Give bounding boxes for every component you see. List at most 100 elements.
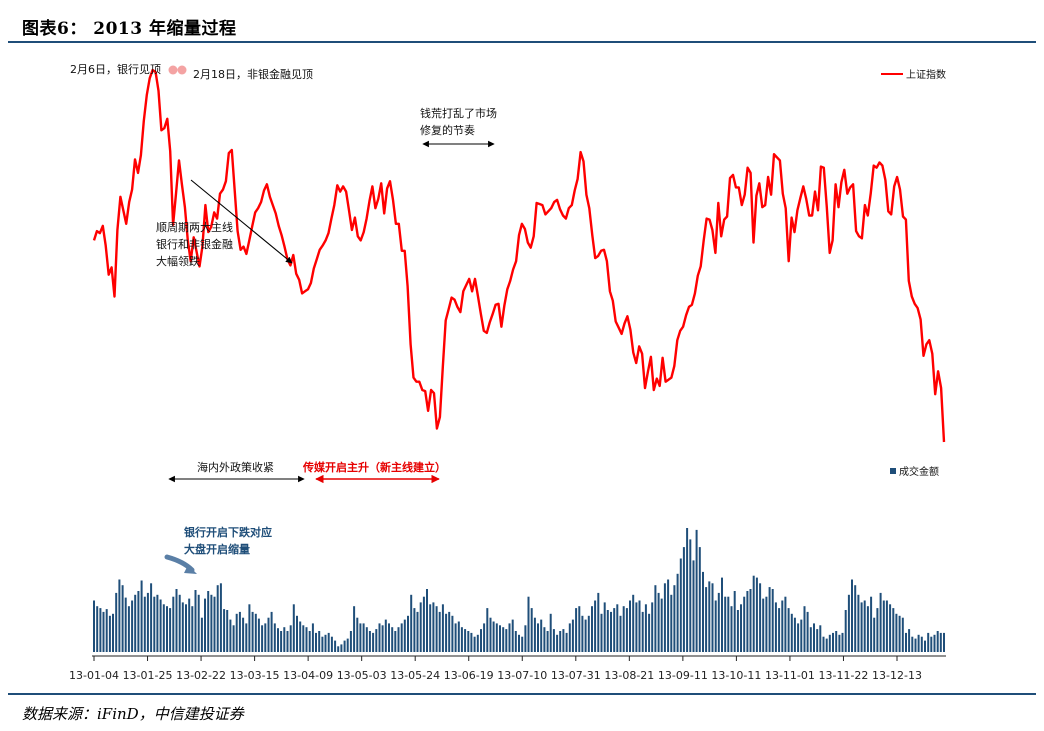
volume-bar — [771, 589, 774, 652]
volume-bar — [464, 629, 467, 652]
volume-bar — [667, 579, 670, 652]
volume-bar — [806, 611, 809, 652]
source-note: 数据来源：iFinD，中信建投证券 — [22, 705, 244, 723]
volume-bar — [115, 592, 118, 652]
volume-bar — [280, 631, 283, 652]
volume-bar — [670, 594, 673, 652]
volume-bar — [578, 606, 581, 652]
volume-bar — [178, 594, 181, 652]
volume-bar — [632, 594, 635, 652]
volume-bar — [407, 615, 409, 652]
decline-arrow — [190, 179, 293, 264]
volume-bar — [644, 604, 647, 652]
volume-bar — [200, 617, 203, 652]
volume-bar — [511, 619, 514, 652]
volume-bar — [499, 625, 501, 652]
volume-bar — [692, 560, 695, 652]
volume-bar — [828, 634, 831, 652]
volume-bar — [708, 581, 711, 652]
volume-bar — [686, 528, 689, 652]
volume-bar — [181, 602, 184, 652]
volume-bar — [353, 606, 356, 652]
x-tick-label: 13-06-19 — [444, 669, 494, 682]
volume-bar — [917, 634, 920, 652]
x-tick-label: 13-01-25 — [123, 669, 173, 682]
volume-bar — [270, 611, 273, 652]
volume-bar — [927, 632, 930, 652]
volume-bar — [911, 636, 914, 652]
volume-bar — [365, 627, 368, 652]
volume-bar — [714, 600, 717, 652]
volume-bar — [166, 606, 168, 652]
volume-bar — [219, 583, 222, 652]
volume-bar — [914, 638, 917, 652]
annotation-feb18: 2月18日，非银金融见顶 — [193, 67, 313, 81]
x-tick-label: 13-01-04 — [69, 669, 119, 682]
volume-bar — [235, 613, 238, 652]
volume-bar — [562, 629, 565, 652]
volume-bar — [346, 638, 349, 652]
volume-bar — [568, 623, 571, 652]
price-legend-label: 上证指数 — [906, 68, 946, 81]
volume-bar — [343, 640, 346, 652]
volume-bar — [327, 632, 330, 652]
volume-bar — [207, 591, 210, 652]
volume-bar — [124, 597, 127, 652]
volume-bar — [765, 596, 768, 652]
volume-bar — [127, 606, 130, 652]
price-panel — [70, 56, 972, 449]
volume-legend-swatch — [890, 468, 896, 474]
volume-bar — [505, 629, 508, 652]
volume-note-line2: 大盘开启缩量 — [184, 542, 250, 556]
x-tick-label: 13-11-22 — [818, 669, 868, 682]
volume-bar — [467, 631, 470, 652]
annotation-decline-line1: 顺周期两大主线 — [156, 220, 233, 234]
volume-bar — [768, 587, 771, 652]
volume-bar — [486, 608, 489, 652]
volume-bar — [156, 594, 159, 652]
volume-bar — [419, 602, 422, 652]
volume-bar — [866, 606, 869, 652]
volume-bar — [660, 598, 663, 652]
volume-bar — [451, 615, 454, 652]
volume-bar — [816, 629, 819, 652]
volume-bar — [473, 636, 476, 652]
volume-bar — [375, 629, 378, 652]
volume-bar — [334, 640, 337, 652]
volume-bar — [860, 602, 863, 652]
annotation-cash-crunch-line2: 修复的节奏 — [420, 123, 475, 137]
phase-media-label: 传媒开启主升（新主线建立） — [302, 460, 446, 474]
volume-note-arrowhead — [184, 565, 197, 574]
volume-bar — [378, 623, 381, 652]
volume-bar — [600, 613, 603, 652]
volume-bar — [721, 577, 723, 652]
volume-bar — [857, 594, 860, 652]
volume-bar — [746, 591, 749, 652]
volume-bar — [575, 608, 578, 652]
annotation-decline-line3: 大幅领跌 — [156, 254, 200, 268]
volume-bar — [213, 596, 216, 652]
volume-bar — [245, 623, 248, 652]
volume-bar — [118, 579, 121, 652]
volume-bar — [663, 583, 666, 652]
volume-bar — [924, 640, 926, 652]
volume-note-line1: 银行开启下跌对应 — [184, 525, 272, 539]
volume-bar — [483, 623, 486, 652]
volume-bar — [546, 631, 549, 652]
volume-bar — [854, 585, 857, 652]
volume-bar — [292, 604, 295, 652]
volume-bar — [108, 615, 111, 652]
volume-bar — [774, 602, 777, 652]
volume-bar — [870, 596, 873, 652]
volume-bar — [521, 636, 524, 652]
volume-bar — [895, 613, 898, 652]
volume-bar — [736, 610, 739, 652]
volume-bar — [889, 604, 892, 652]
volume-bar — [844, 610, 847, 652]
volume-bar — [518, 634, 520, 652]
volume-bar — [413, 608, 416, 652]
volume-bar — [654, 585, 657, 652]
volume-bar — [105, 609, 108, 652]
volume-bar — [835, 631, 838, 652]
volume-bar — [438, 611, 441, 652]
